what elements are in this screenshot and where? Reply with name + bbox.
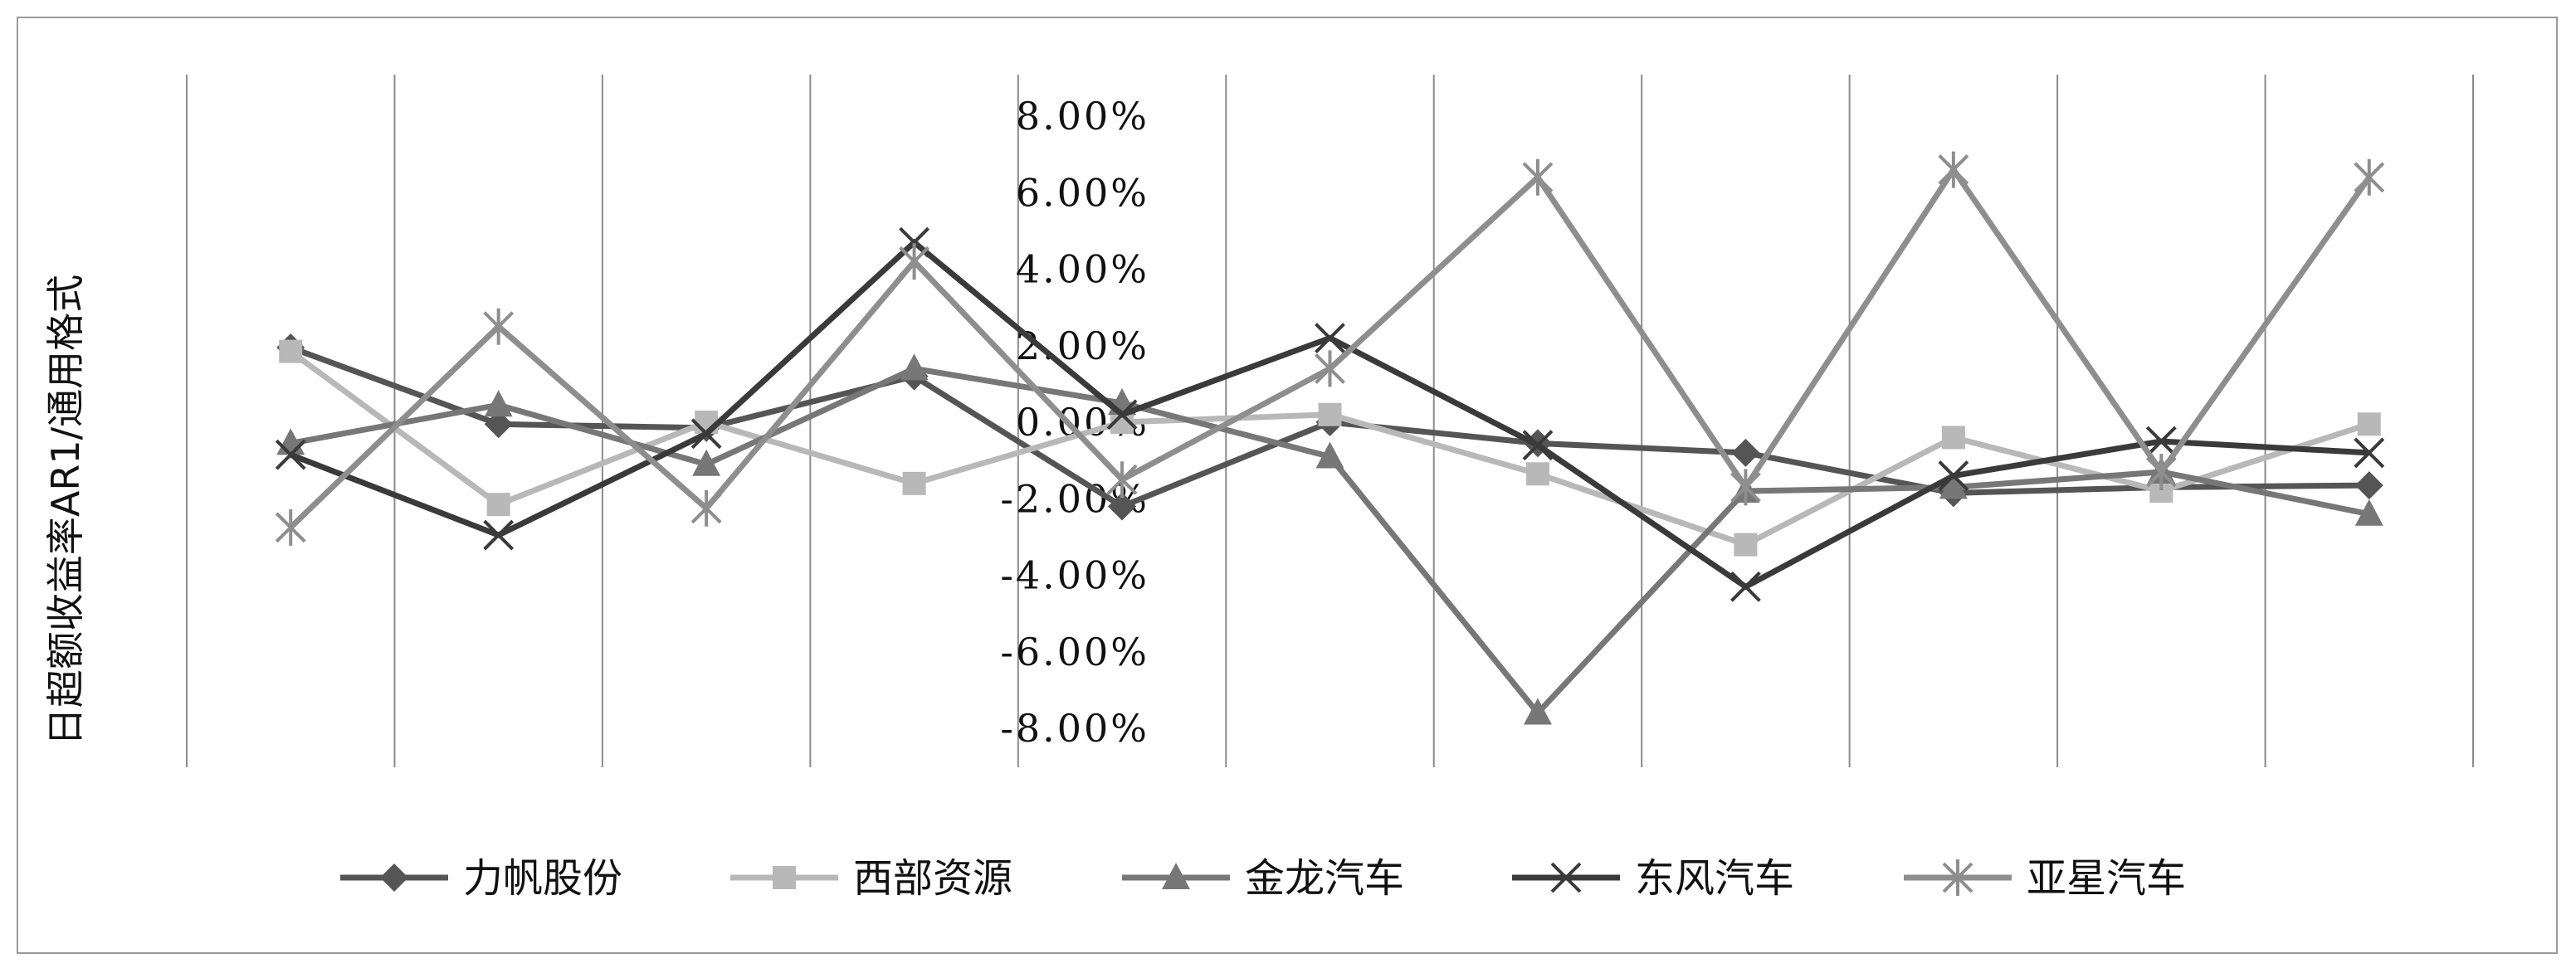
legend: 力帆股份 西部资源 金龙汽车 东风汽车 亚星汽车: [340, 855, 2186, 902]
data-point-marker: [1550, 862, 1582, 893]
data-point-marker: [1106, 461, 1138, 499]
data-point-marker: [484, 410, 513, 439]
data-point-marker: [1315, 350, 1345, 387]
legend-item: 亚星汽车: [1904, 855, 2186, 902]
legend-label: 亚星汽车: [2027, 855, 2186, 902]
data-point-marker: [1939, 472, 1968, 499]
data-point-marker: [1106, 399, 1138, 431]
y-tick-label: -4.00%: [1000, 553, 1149, 598]
data-point-marker: [1730, 571, 1761, 602]
y-tick-label: 6.00%: [1016, 170, 1149, 215]
data-point-marker: [275, 439, 306, 470]
data-point-marker: [1938, 151, 1969, 188]
data-point-marker: [1162, 863, 1190, 889]
data-point-marker: [1315, 323, 1345, 353]
data-point-marker: [2354, 437, 2385, 469]
legend-item: 东风汽车: [1512, 855, 1794, 902]
data-point-marker: [279, 339, 303, 363]
data-point-marker: [483, 308, 515, 345]
chart-frame: [17, 17, 2558, 954]
y-tick-label: 4.00%: [1016, 247, 1149, 292]
legend-label: 力帆股份: [463, 855, 622, 902]
data-point-marker: [692, 449, 721, 476]
data-point-marker: [2145, 426, 2177, 457]
data-point-marker: [2145, 453, 2177, 490]
y-tick-label: -6.00%: [1000, 630, 1149, 674]
data-point-marker: [1315, 441, 1344, 469]
data-point-marker: [1730, 469, 1761, 506]
grid-lines: [186, 75, 2474, 767]
y-tick-label: -8.00%: [1000, 706, 1149, 751]
data-point-marker: [2354, 158, 2385, 196]
legend-item: 金龙汽车: [1122, 855, 1404, 902]
data-point-marker: [1522, 430, 1554, 461]
data-point-marker: [1525, 462, 1549, 486]
legend-label: 东风汽车: [1635, 855, 1794, 902]
data-point-marker: [1522, 158, 1554, 196]
data-point-marker: [380, 864, 408, 892]
y-axis-title: 日超额收益率AR1/通用格式: [43, 275, 88, 746]
data-point-marker: [1523, 698, 1552, 725]
series-star: [275, 151, 2385, 546]
legend-item: 西部资源: [730, 855, 1012, 902]
data-point-marker: [1731, 438, 1760, 467]
data-point-marker: [2357, 412, 2381, 436]
data-point-marker: [275, 508, 306, 546]
legend-label: 西部资源: [853, 855, 1012, 902]
data-point-marker: [1941, 426, 1965, 450]
data-point-marker: [690, 418, 722, 450]
data-point-marker: [899, 243, 930, 280]
series-lines: [275, 151, 2385, 725]
data-point-marker: [2354, 499, 2383, 526]
data-point-marker: [1318, 402, 1342, 426]
data-point-marker: [1938, 460, 1969, 491]
data-point-marker: [773, 866, 796, 889]
y-tick-label: 8.00%: [1016, 94, 1149, 139]
data-point-marker: [900, 353, 929, 381]
legend-label: 金龙汽车: [1245, 855, 1404, 902]
legend-item: 力帆股份: [340, 855, 622, 902]
data-point-marker: [1942, 859, 1973, 896]
data-point-marker: [2354, 471, 2383, 500]
data-point-marker: [1734, 533, 1758, 557]
data-point-marker: [483, 519, 515, 551]
series-x: [275, 226, 2385, 602]
data-point-marker: [902, 471, 926, 495]
data-point-marker: [690, 489, 722, 527]
data-point-marker: [484, 390, 513, 417]
data-point-marker: [486, 493, 510, 517]
data-point-marker: [1108, 492, 1137, 521]
